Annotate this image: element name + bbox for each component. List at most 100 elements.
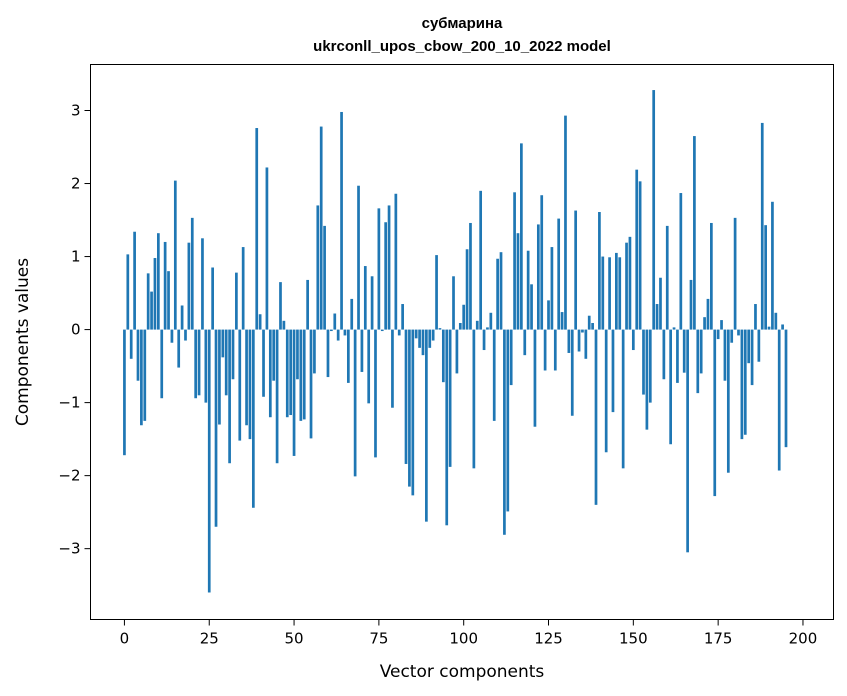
bar-61 [330, 329, 333, 332]
bars-group [123, 90, 788, 593]
bar-176 [720, 320, 723, 330]
bar-83 [404, 329, 408, 464]
bar-181 [737, 329, 740, 336]
bar-160 [665, 225, 669, 330]
bar-169 [696, 329, 700, 394]
bar-45 [275, 329, 279, 464]
bar-138 [591, 323, 594, 330]
bar-142 [604, 329, 608, 453]
bar-88 [421, 329, 425, 356]
bar-156 [652, 90, 656, 330]
bar-100 [462, 304, 466, 330]
bar-74 [374, 329, 377, 458]
bar-50 [292, 329, 296, 456]
bar-117 [520, 143, 523, 330]
bar-21 [194, 329, 198, 399]
bar-172 [706, 298, 710, 330]
bar-109 [492, 329, 496, 421]
bar-165 [682, 329, 686, 373]
bar-125 [547, 300, 550, 330]
bar-173 [710, 222, 713, 330]
bar-144 [611, 329, 615, 413]
bar-6 [143, 329, 147, 421]
bar-30 [224, 329, 228, 396]
bar-46 [279, 282, 282, 330]
bar-38 [251, 329, 255, 508]
bar-159 [662, 329, 666, 380]
bar-110 [496, 258, 499, 330]
bar-43 [268, 329, 272, 418]
bar-187 [757, 329, 761, 362]
bar-63 [336, 329, 340, 341]
bar-95 [445, 329, 449, 526]
bar-44 [272, 329, 276, 381]
bar-188 [760, 122, 764, 330]
y-tick-label--2: −2 [58, 467, 80, 485]
bar-143 [608, 257, 611, 330]
bar-103 [472, 329, 476, 469]
bar-127 [553, 329, 557, 371]
bar-119 [526, 250, 530, 330]
bar-104 [475, 320, 479, 330]
bar-29 [221, 329, 225, 358]
chart-title-line1: субмарина [422, 15, 503, 32]
bar-49 [289, 329, 293, 416]
bar-42 [265, 167, 269, 330]
bar-102 [469, 222, 472, 330]
bar-87 [418, 329, 421, 348]
x-tick-label-150: 150 [619, 630, 648, 648]
bar-155 [648, 329, 652, 403]
bar-124 [543, 329, 547, 371]
bar-77 [384, 222, 388, 330]
bar-92 [435, 255, 438, 330]
bar-114 [509, 329, 513, 386]
bar-82 [401, 304, 404, 330]
bar-22 [197, 329, 201, 396]
bar-16 [177, 329, 181, 368]
bar-170 [699, 329, 703, 374]
bar-132 [570, 329, 574, 416]
bar-66 [346, 329, 350, 383]
bar-64 [340, 111, 343, 330]
bar-161 [669, 329, 672, 445]
bar-163 [676, 329, 679, 383]
plot-frame [90, 64, 834, 620]
bar-99 [458, 323, 462, 330]
bar-8 [150, 291, 153, 330]
bar-171 [703, 317, 706, 330]
bar-108 [489, 312, 493, 330]
bar-136 [584, 329, 588, 359]
x-axis-label: Vector components [380, 662, 545, 682]
bar-7 [146, 273, 150, 330]
bar-55 [309, 329, 313, 439]
bar-151 [635, 169, 639, 330]
bar-97 [452, 276, 455, 330]
bar-26 [211, 267, 214, 330]
bar-179 [730, 329, 734, 343]
bar-152 [638, 181, 642, 330]
bar-54 [306, 279, 309, 330]
bar-75 [377, 208, 381, 330]
bar-195 [784, 329, 788, 448]
bar-94 [441, 329, 445, 383]
bar-128 [557, 218, 561, 330]
bar-37 [248, 329, 252, 440]
bar-31 [228, 329, 231, 464]
bar-191 [771, 201, 774, 330]
bar-80 [394, 193, 398, 330]
bar-72 [367, 329, 371, 404]
bar-10 [157, 233, 160, 330]
bar-17 [180, 305, 184, 330]
bar-168 [693, 136, 696, 330]
bar-12 [163, 241, 167, 330]
bar-35 [241, 247, 245, 330]
bar-81 [397, 329, 401, 336]
bar-85 [411, 329, 415, 496]
bar-186 [754, 304, 757, 330]
bar-193 [777, 329, 781, 471]
bar-185 [750, 329, 754, 386]
bar-174 [713, 329, 717, 497]
bar-86 [414, 329, 418, 339]
bar-189 [764, 225, 767, 330]
y-tick-label-3: 3 [71, 102, 81, 120]
